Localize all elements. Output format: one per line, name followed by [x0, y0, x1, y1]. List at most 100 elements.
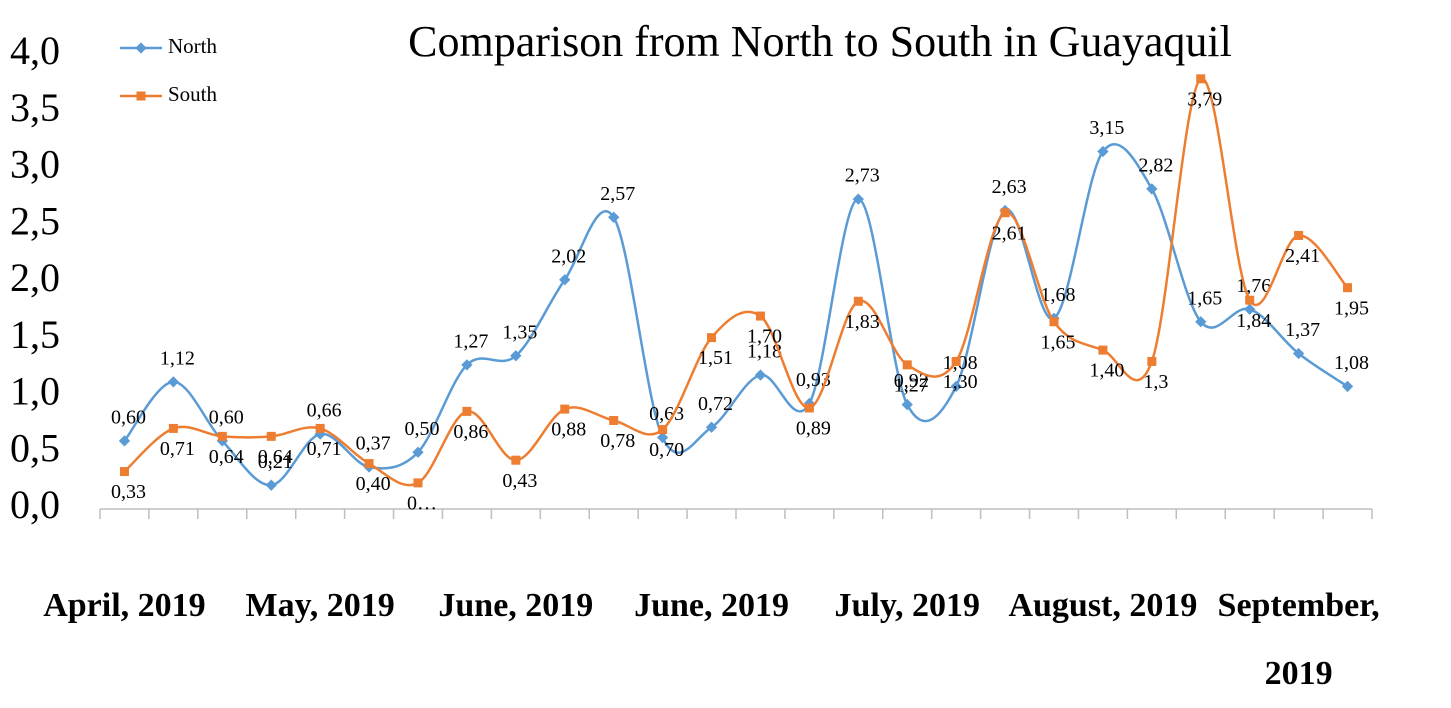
marker [461, 359, 473, 371]
marker [707, 333, 717, 343]
data-label: 0,40 [356, 473, 391, 495]
marker [852, 193, 864, 205]
y-tick-label: 3,0 [10, 142, 60, 187]
y-tick-label: 0,0 [10, 482, 60, 527]
data-label: 0,92 [894, 370, 929, 392]
marker [265, 479, 277, 491]
data-label: 0,88 [551, 419, 586, 441]
data-label: 0,72 [698, 393, 733, 415]
marker [1098, 345, 1108, 355]
data-label: 0,71 [160, 438, 195, 460]
marker [1343, 283, 1353, 293]
marker [1097, 145, 1109, 158]
marker [656, 431, 669, 444]
data-label: 0… [407, 492, 437, 514]
marker [413, 478, 423, 488]
data-label: 0,64 [258, 446, 293, 468]
marker [559, 274, 571, 286]
marker [266, 431, 276, 441]
y-tick-label: 1,0 [10, 369, 60, 414]
series-line [123, 77, 1349, 487]
data-label: 0,60 [209, 406, 244, 428]
x-tick-label: June, 2019 [634, 587, 789, 624]
data-label: 2,41 [1285, 245, 1320, 267]
marker [658, 425, 668, 435]
marker [511, 455, 521, 465]
marker [1245, 295, 1255, 305]
data-label: 2,73 [845, 165, 880, 187]
data-label: 2,61 [992, 222, 1027, 244]
y-tick-label: 3,5 [10, 85, 60, 130]
marker [315, 423, 325, 433]
marker [804, 403, 814, 413]
data-label: 0,89 [796, 418, 831, 440]
chart-title: Comparison from North to South in Guayaq… [408, 17, 1232, 66]
marker [462, 406, 472, 416]
page: Comparison from North to South in Guayaq… [10, 17, 1380, 692]
marker [1147, 356, 1157, 366]
marker [1244, 303, 1256, 315]
data-label: 0,78 [600, 430, 635, 452]
data-label: 3,79 [1187, 88, 1222, 110]
data-label: 0,71 [307, 438, 342, 460]
data-label: 1,65 [1187, 287, 1222, 309]
legend-label: North [168, 34, 217, 58]
marker [1341, 380, 1354, 393]
data-label: 2,82 [1138, 155, 1173, 177]
data-label: 1,37 [1285, 319, 1320, 341]
marker [1049, 317, 1059, 327]
y-tick-label: 1,5 [10, 312, 60, 357]
data-label: 1,70 [747, 326, 782, 348]
marker [1146, 183, 1158, 195]
legend-label: South [168, 82, 218, 106]
data-label: 0,43 [502, 470, 537, 492]
data-label: 1,95 [1334, 297, 1369, 319]
marker [1195, 316, 1207, 328]
marker [608, 211, 620, 223]
legend-marker [135, 42, 147, 54]
data-label: 1,83 [845, 311, 880, 333]
marker [560, 404, 570, 414]
data-label: 3,15 [1089, 117, 1124, 139]
data-label: 0,60 [111, 406, 146, 428]
x-tick-label: August, 2019 [1008, 587, 1198, 624]
series-line [123, 143, 1349, 487]
data-label: 1,27 [894, 374, 929, 396]
data-label: 0,64 [209, 446, 244, 468]
x-tick-label: September, 2019 [1217, 587, 1380, 692]
marker [754, 369, 767, 381]
x-tick-label: July, 2019 [834, 587, 980, 624]
data-label: 1,65 [1041, 331, 1076, 353]
data-label: 0,86 [453, 421, 488, 443]
data-label: 1,12 [160, 347, 195, 369]
x-tick-label: April, 2019 [43, 587, 206, 624]
data-label: 0,93 [796, 369, 831, 391]
data-label: 0,33 [111, 481, 146, 503]
x-tick-label: May, 2019 [245, 587, 395, 624]
marker [950, 380, 962, 393]
marker [755, 311, 765, 321]
data-label: 0,50 [405, 418, 440, 440]
data-label: 1,84 [1236, 310, 1271, 332]
marker [168, 423, 178, 433]
marker [609, 415, 619, 425]
data-label: 1,40 [1089, 360, 1124, 382]
chart: Comparison from North to South in Guayaq… [10, 17, 1373, 527]
data-label: 0,21 [258, 451, 293, 473]
y-tick-label: 2,0 [10, 255, 60, 300]
data-label: 1,3 [1143, 371, 1168, 393]
data-label: 2,57 [600, 183, 635, 205]
data-label: 0,66 [307, 400, 342, 422]
marker [951, 356, 961, 366]
y-tick-label: 0,5 [10, 425, 60, 470]
data-label: 1,51 [698, 347, 733, 369]
data-label: 0,70 [649, 439, 684, 461]
x-tick-label: June, 2019 [438, 587, 594, 624]
marker [1292, 347, 1305, 360]
legend-marker [136, 91, 146, 101]
marker [217, 431, 227, 441]
data-label: 1,68 [1041, 284, 1076, 306]
marker [167, 376, 180, 388]
data-label: 1,27 [453, 330, 488, 352]
data-label: 0,37 [356, 433, 391, 455]
